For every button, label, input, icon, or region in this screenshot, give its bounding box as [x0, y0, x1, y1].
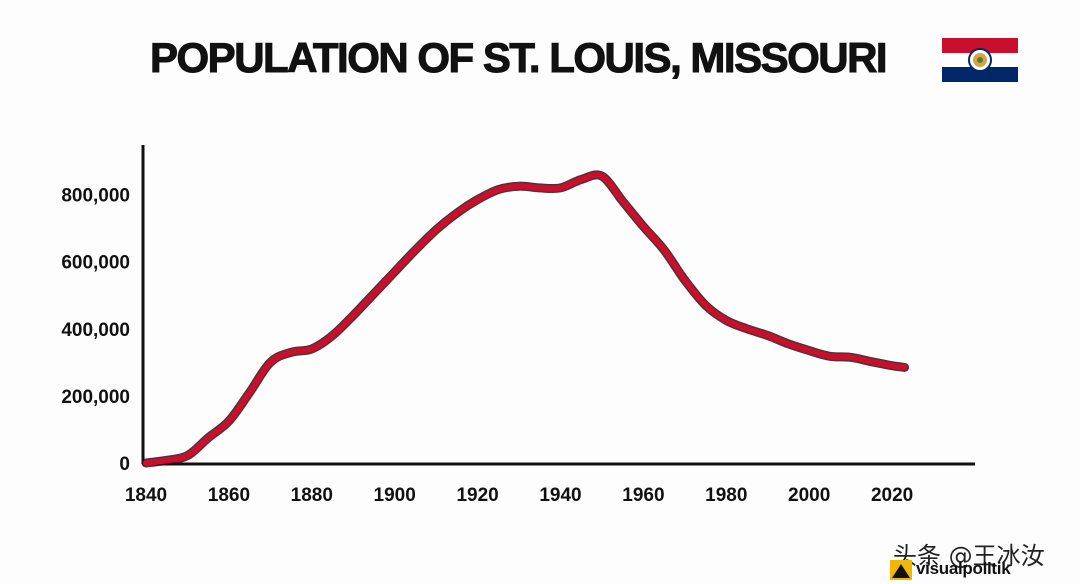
data-point	[394, 271, 396, 273]
data-point	[269, 361, 271, 363]
data-point	[767, 334, 769, 337]
data-point	[166, 459, 168, 461]
data-point	[663, 249, 665, 251]
series-line-outline	[141, 170, 909, 468]
y-tick-label: 200,000	[61, 387, 130, 408]
data-point	[145, 462, 147, 464]
data-point	[903, 366, 906, 368]
data-point	[870, 361, 873, 363]
data-point	[642, 225, 645, 228]
data-point	[249, 391, 251, 394]
data-point	[228, 420, 230, 422]
data-point	[311, 348, 313, 350]
chart-title: POPULATION OF ST. LOUIS, MISSOURI	[149, 34, 888, 82]
data-point	[746, 328, 748, 330]
data-point	[787, 343, 790, 345]
x-tick-label: 1880	[291, 485, 333, 506]
data-point	[850, 356, 852, 358]
data-point	[891, 365, 893, 367]
data-point	[580, 178, 582, 181]
watermark-text: 头条 @王冰汝	[893, 542, 1045, 570]
y-tick-label: 800,000	[61, 186, 130, 207]
data-point	[435, 229, 437, 231]
missouri-flag-icon	[942, 38, 1018, 82]
data-point	[331, 334, 334, 337]
x-tick-label: 1960	[622, 485, 664, 506]
data-point	[373, 293, 375, 295]
data-point	[352, 314, 354, 316]
data-point	[477, 199, 479, 201]
data-point	[290, 351, 292, 353]
logo-text: visualpolitik	[916, 559, 1011, 578]
x-tick-label: 1900	[374, 485, 416, 506]
data-point	[414, 249, 416, 251]
data-point	[725, 319, 727, 321]
data-point	[539, 187, 541, 189]
data-point	[601, 175, 603, 177]
x-tick-label: 1920	[456, 485, 498, 506]
x-tick-label: 2000	[788, 485, 830, 506]
data-point	[559, 187, 562, 189]
y-tick-label: 0	[119, 454, 130, 475]
x-tick-label: 1980	[705, 485, 747, 506]
data-point	[497, 189, 499, 191]
data-point	[808, 350, 810, 352]
visualpolitik-logo: visualpolitik	[890, 558, 1030, 582]
x-tick-label: 1840	[125, 485, 167, 506]
x-tick-label: 2020	[871, 485, 913, 506]
visualpolitik-logo-icon	[890, 560, 912, 580]
y-tick-label: 400,000	[61, 320, 130, 341]
data-point	[518, 185, 520, 187]
x-tick-label: 1860	[208, 485, 250, 506]
data-point	[622, 200, 624, 202]
x-tick-label: 1940	[539, 485, 581, 506]
data-point	[705, 304, 707, 306]
data-point	[829, 355, 831, 357]
data-point	[186, 455, 188, 457]
data-point	[456, 212, 458, 214]
data-point	[684, 279, 686, 281]
y-tick-label: 600,000	[61, 253, 130, 274]
series-line-population	[143, 171, 908, 466]
data-point	[207, 437, 209, 439]
